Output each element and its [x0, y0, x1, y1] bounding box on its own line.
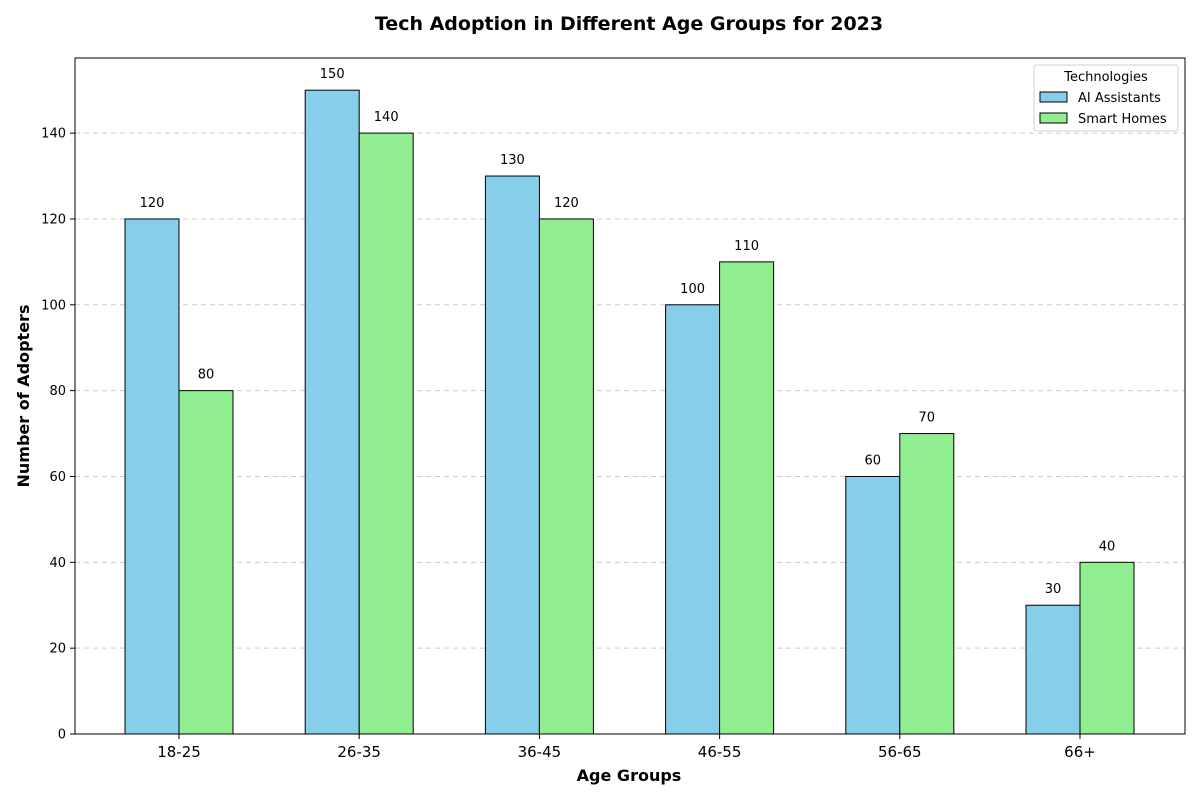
data-label-ai-assistants-18-25: 120 — [140, 196, 165, 211]
y-tick-label-60: 60 — [49, 470, 66, 485]
y-axis: 0 20 40 60 80 100 120 140 — [41, 127, 75, 743]
legend-swatch-ai-assistants — [1039, 91, 1068, 103]
bar-smart-homes-56-65 — [899, 433, 955, 735]
y-tick-label-0: 0 — [58, 728, 66, 743]
legend-label-ai-assistants: AI Assistants — [1078, 91, 1161, 106]
data-label-smart-homes-26-35: 140 — [374, 110, 399, 125]
y-tick-label-40: 40 — [49, 556, 66, 571]
data-labels: 120 80 150 140 130 120 100 110 60 70 30 40 — [140, 67, 1116, 597]
data-label-smart-homes-36-45: 120 — [554, 196, 579, 211]
bar-smart-homes-66plus — [1079, 561, 1135, 735]
plot-frame — [74, 57, 1186, 735]
y-axis-label: Number of Adopters — [14, 305, 33, 488]
x-axis: 18-25 26-35 36-45 46-55 56-65 66+ — [157, 734, 1096, 761]
data-label-smart-homes-18-25: 80 — [198, 368, 215, 383]
y-tick-label-100: 100 — [41, 298, 66, 313]
legend-title: Technologies — [1063, 70, 1148, 85]
data-label-smart-homes-66plus: 40 — [1099, 539, 1116, 554]
x-tick-label-66plus: 66+ — [1064, 743, 1096, 761]
x-tick-label-26-35: 26-35 — [337, 743, 381, 761]
x-tick-label-56-65: 56-65 — [878, 743, 922, 761]
gridlines — [75, 132, 1185, 649]
data-label-smart-homes-46-55: 110 — [734, 239, 759, 254]
x-tick-label-46-55: 46-55 — [698, 743, 742, 761]
legend-label-smart-homes: Smart Homes — [1078, 112, 1167, 127]
data-label-smart-homes-56-65: 70 — [919, 411, 936, 426]
chart-title: Tech Adoption in Different Age Groups fo… — [375, 13, 883, 35]
x-tick-label-18-25: 18-25 — [157, 743, 201, 761]
data-label-ai-assistants-56-65: 60 — [865, 453, 882, 468]
y-tick-label-140: 140 — [41, 127, 66, 142]
y-tick-label-80: 80 — [49, 384, 66, 399]
bar-ai-assistants-18-25 — [124, 218, 180, 735]
x-tick-label-36-45: 36-45 — [518, 743, 562, 761]
data-label-ai-assistants-46-55: 100 — [680, 282, 705, 297]
legend: Technologies AI Assistants Smart Homes — [1033, 64, 1179, 132]
y-tick-label-120: 120 — [41, 212, 66, 227]
bar-smart-homes-26-35 — [358, 132, 414, 735]
bar-smart-homes-46-55 — [719, 261, 775, 735]
bar-ai-assistants-26-35 — [304, 89, 360, 735]
data-label-ai-assistants-26-35: 150 — [320, 67, 345, 82]
bars — [124, 89, 1135, 735]
legend-swatch-smart-homes — [1039, 112, 1068, 124]
bar-ai-assistants-36-45 — [484, 175, 540, 735]
data-label-ai-assistants-36-45: 130 — [500, 153, 525, 168]
bar-smart-homes-18-25 — [178, 390, 234, 735]
data-label-ai-assistants-66plus: 30 — [1045, 582, 1062, 597]
bar-ai-assistants-56-65 — [845, 475, 901, 735]
y-tick-label-20: 20 — [49, 642, 66, 657]
bar-ai-assistants-46-55 — [665, 304, 721, 735]
x-axis-label: Age Groups — [577, 766, 682, 785]
bar-ai-assistants-66plus — [1025, 604, 1081, 735]
bar-smart-homes-36-45 — [538, 218, 594, 735]
legend-box — [1033, 64, 1179, 132]
